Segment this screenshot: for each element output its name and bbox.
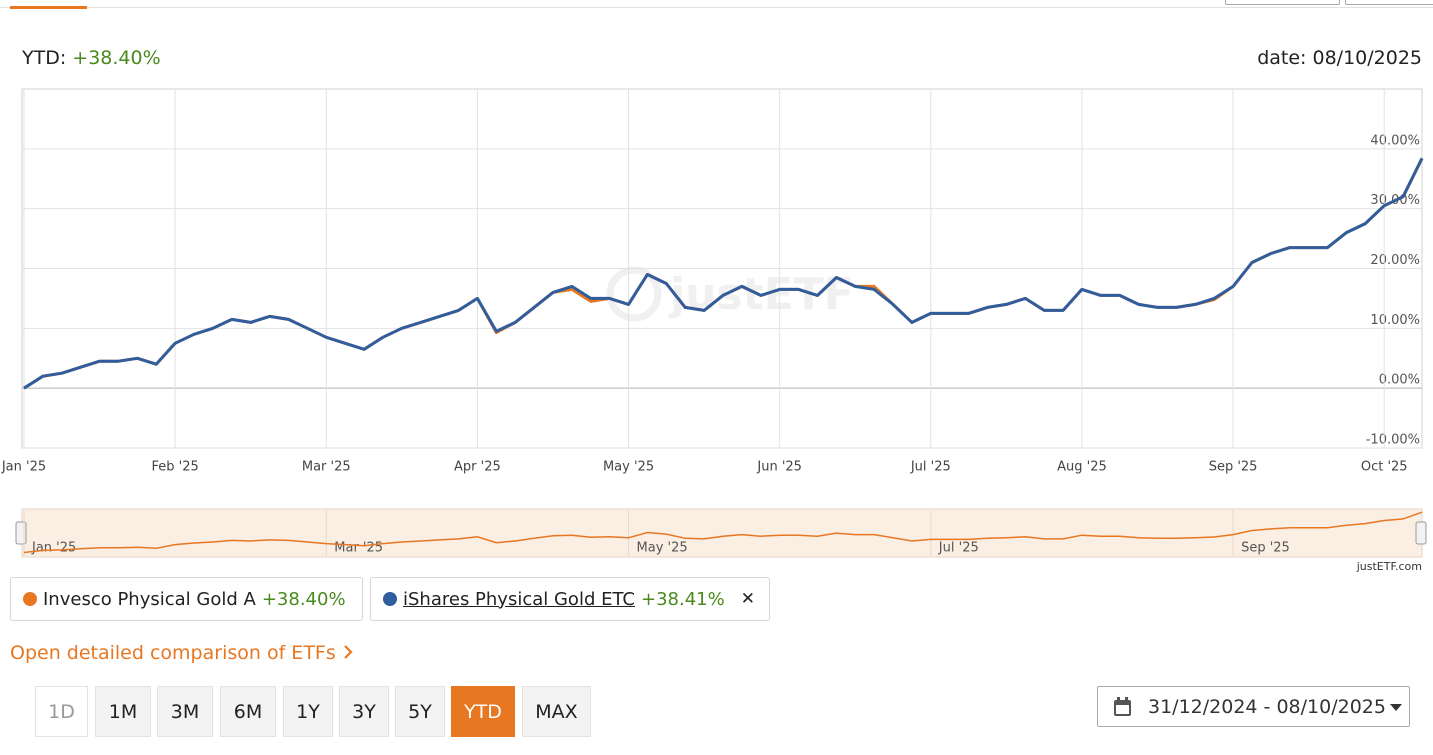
series-line <box>23 157 1424 390</box>
x-tick-label: Sep '25 <box>1209 460 1258 475</box>
legend-return: +38.40% <box>261 588 346 610</box>
x-tick-label: Jan '25 <box>1 460 46 475</box>
watermark-logo <box>606 266 662 322</box>
legend-dot <box>23 592 37 606</box>
top-button[interactable] <box>1345 0 1433 5</box>
y-tick-label: 20.00% <box>1370 253 1420 268</box>
calendar-icon <box>1114 696 1131 716</box>
date-range: 31/12/2024 - 08/10/2025 <box>1148 695 1386 718</box>
range-button[interactable]: 5Y <box>395 686 445 737</box>
ytd-value: +38.40% <box>72 47 161 69</box>
close-button[interactable]: ✕ <box>740 589 755 609</box>
top-rule <box>0 7 1433 8</box>
navigator-label: Jan '25 <box>31 541 76 556</box>
range-button[interactable]: 1D <box>35 686 88 737</box>
caret-icon <box>1389 703 1402 711</box>
chevron-icon <box>344 645 353 659</box>
range-button[interactable]: 1M <box>95 686 151 737</box>
chart: justETF justETF.com -10.00%0.00%10.00%20… <box>1 88 1427 573</box>
navigator-handle[interactable] <box>1415 521 1427 545</box>
date-label: date: 08/10/2025 <box>1257 47 1422 69</box>
navigator-label: May '25 <box>637 541 688 556</box>
y-tick-label: -10.00% <box>1366 433 1420 448</box>
legend-item[interactable]: iShares Physical Gold ETC +38.41% ✕ <box>370 577 770 621</box>
range-button[interactable]: MAX <box>522 686 591 737</box>
x-tick-label: Feb '25 <box>152 460 199 475</box>
legend-item[interactable]: Invesco Physical Gold A +38.40% <box>10 577 363 621</box>
x-tick-label: Jun '25 <box>756 460 802 475</box>
comparison-link[interactable]: Open detailed comparison of ETFs <box>10 642 354 664</box>
legend-dot <box>383 592 397 606</box>
navigator-label: Mar '25 <box>334 541 383 556</box>
x-tick-label: Aug '25 <box>1057 460 1107 475</box>
range-button[interactable]: 3M <box>157 686 213 737</box>
range-button[interactable]: YTD <box>451 686 515 737</box>
date-range-picker[interactable]: 31/12/2024 - 08/10/2025 <box>1097 686 1410 727</box>
navigator-line <box>23 511 1423 554</box>
x-tick-label: Oct '25 <box>1361 460 1408 475</box>
x-tick-label: May '25 <box>603 460 654 475</box>
navigator-label: Sep '25 <box>1241 541 1290 556</box>
x-tick-label: Apr '25 <box>454 460 501 475</box>
x-tick-label: Jul '25 <box>910 460 951 475</box>
x-tick-label: Mar '25 <box>302 460 351 475</box>
top-button[interactable] <box>1225 0 1340 5</box>
range-button[interactable]: 6M <box>220 686 276 737</box>
range-button[interactable]: 1Y <box>283 686 333 737</box>
y-tick-label: 40.00% <box>1370 133 1420 148</box>
legend-return: +38.41% <box>640 588 725 610</box>
legend-name: Invesco Physical Gold A <box>43 588 256 610</box>
ytd-label: YTD: <box>22 47 67 69</box>
comparison-link-text[interactable]: Open detailed comparison of ETFs <box>10 642 336 664</box>
ytd-summary: YTD: +38.40% <box>22 47 161 69</box>
credit: justETF.com <box>1356 560 1422 573</box>
y-tick-label: 0.00% <box>1379 373 1420 388</box>
navigator[interactable] <box>21 508 1423 558</box>
legend-name[interactable]: iShares Physical Gold ETC <box>403 588 635 610</box>
navigator-label: Jul '25 <box>938 541 979 556</box>
active-tab-marker <box>10 6 87 9</box>
range-button[interactable]: 3Y <box>339 686 389 737</box>
y-tick-label: 10.00% <box>1370 313 1420 328</box>
